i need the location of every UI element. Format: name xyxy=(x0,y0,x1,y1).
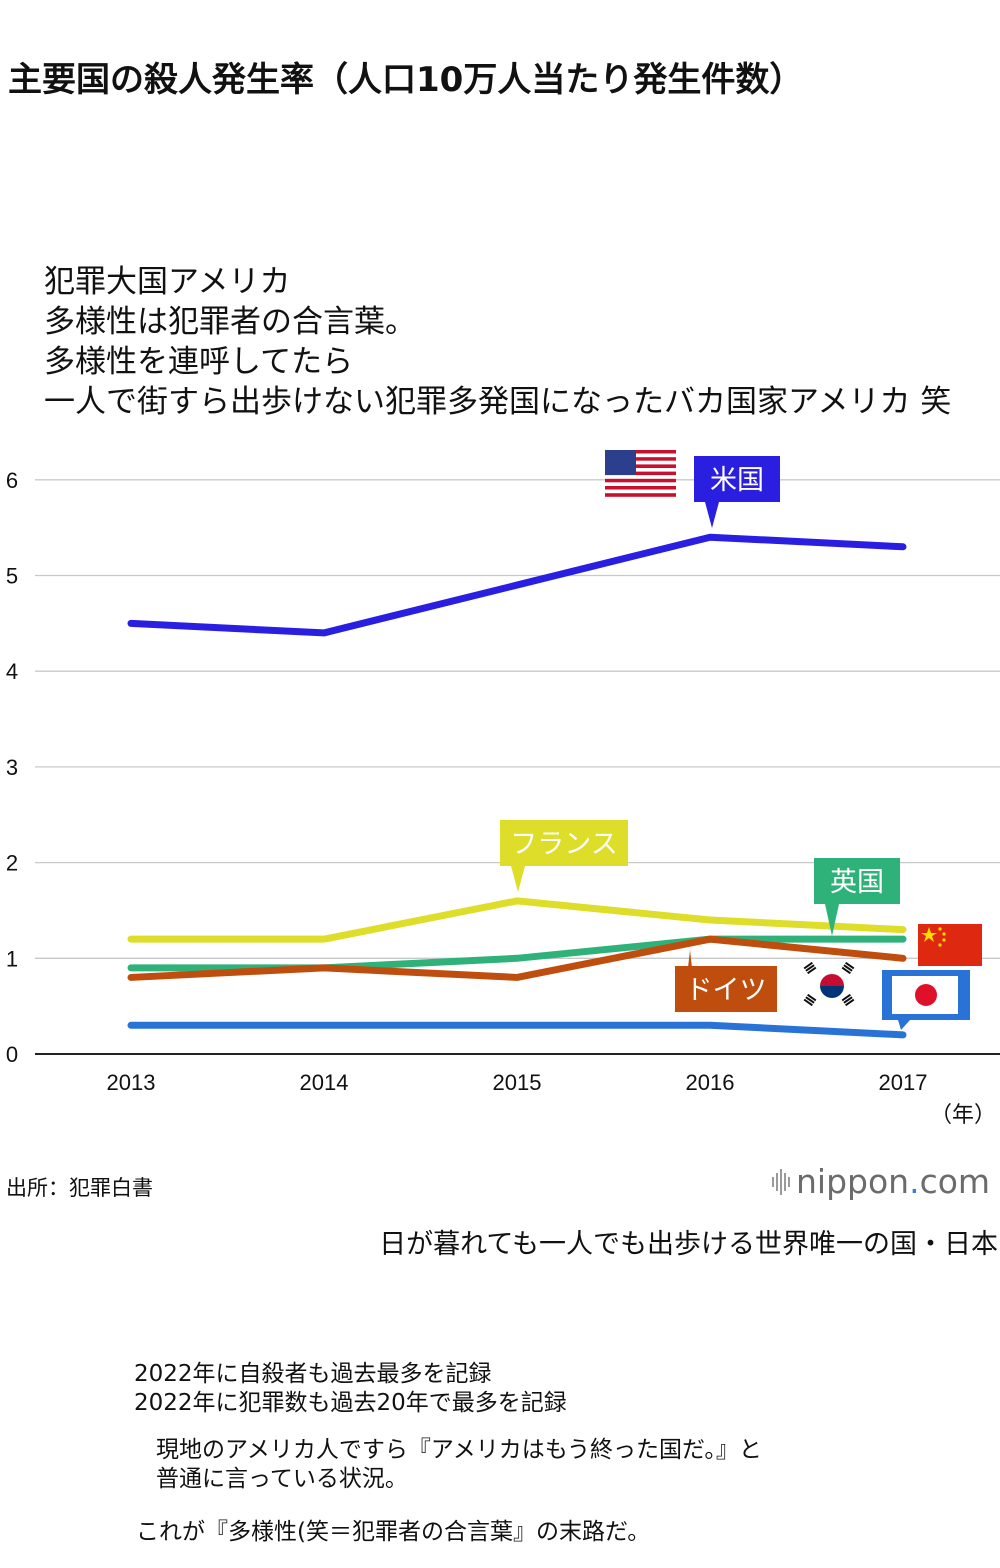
flag-stripe xyxy=(605,468,676,472)
record-note-line: 2022年に犯罪数も過去20年で最多を記録 xyxy=(134,1390,567,1416)
flag-stripe xyxy=(605,493,676,497)
y-tick-label: 4 xyxy=(6,659,18,684)
flag-stripe xyxy=(605,457,676,461)
trigram-bar xyxy=(807,993,817,1002)
caption-line: 多様性を連呼してたら xyxy=(44,344,354,380)
x-tick-label: 2013 xyxy=(107,1070,156,1095)
line-chart: 0 1 2 3 4 5 6 2013 2014 2015 2016 2017（年） 米国フランス英国… xyxy=(6,450,1000,1128)
quote-note-line: 現地のアメリカ人ですら『アメリカはもう終った国だ。』と xyxy=(156,1437,762,1463)
south-korea-flag-icon xyxy=(803,961,860,1007)
logo-main: nippon xyxy=(796,1162,910,1201)
japan-flag-icon xyxy=(882,970,970,1030)
flag-stripe xyxy=(605,482,676,486)
label-pointer xyxy=(683,950,697,1012)
label-pointer xyxy=(511,866,525,892)
trigram-bar xyxy=(807,966,817,975)
trigram-bar xyxy=(845,961,855,970)
y-tick-label: 6 xyxy=(6,468,18,493)
y-tick-label: 5 xyxy=(6,564,18,589)
usa-flag-icon xyxy=(605,450,676,497)
taegeuk-blue xyxy=(820,986,844,998)
flag-stripe xyxy=(605,471,676,476)
trigram-bar xyxy=(843,996,853,1004)
label-box xyxy=(694,456,780,502)
series-label: 米国 xyxy=(710,465,764,496)
flag-star xyxy=(938,943,942,947)
china-flag-icon xyxy=(918,924,982,966)
series-label: ドイツ xyxy=(686,975,767,1006)
flag-sun xyxy=(915,984,937,1006)
trigram-bar xyxy=(803,998,813,1007)
x-tick-label: 2016 xyxy=(686,1070,735,1095)
japan-label-pointer xyxy=(898,1020,910,1030)
series-line xyxy=(127,533,907,637)
flag-stripe xyxy=(605,450,676,454)
y-tick-label: 3 xyxy=(6,755,18,780)
flag-field xyxy=(918,924,982,966)
caption-line: 多様性は犯罪者の合言葉。 xyxy=(44,304,416,340)
quote-note-line: 普通に言っている状況。 xyxy=(156,1466,408,1492)
label-pointer xyxy=(825,904,839,936)
series-label: 英国 xyxy=(830,867,884,898)
caption-line: 犯罪大国アメリカ xyxy=(44,264,291,300)
label-box xyxy=(814,858,900,904)
x-tick-label: 2017 xyxy=(879,1070,928,1095)
flag-stripe xyxy=(605,489,676,494)
flag-stripe xyxy=(605,464,676,468)
flag-stripe xyxy=(605,478,676,483)
nippon-logo: nippon. com xyxy=(772,1162,990,1201)
caption-line: 一人で街すら出歩けない犯罪多発国になったバカ国家アメリカ 笑 xyxy=(44,384,952,420)
trigram-bar xyxy=(841,993,851,1002)
x-tick-label: 2015 xyxy=(493,1070,542,1095)
y-tick-label: 1 xyxy=(6,946,18,971)
series-label: フランス xyxy=(510,829,617,860)
trigram-bar xyxy=(845,998,855,1007)
flag-stripe xyxy=(605,475,676,479)
x-tick-label: 2014 xyxy=(300,1070,349,1095)
trigram-bar xyxy=(843,964,853,972)
record-note: 2022年に自殺者も過去最多を記録 2022年に犯罪数も過去20年で最多を記録 xyxy=(134,1360,567,1418)
label-box xyxy=(500,820,628,866)
series-line xyxy=(127,897,907,943)
japan-note: 日が暮れても一人でも出歩ける世界唯一の国・日本 xyxy=(379,1229,998,1260)
trigram xyxy=(803,993,817,1007)
flag-stripe xyxy=(605,460,676,465)
taegeuk-red xyxy=(820,974,844,986)
trigram-bar xyxy=(841,966,851,975)
conclusion-note: これが『多様性(笑＝犯罪者の合言葉』の末路だ。 xyxy=(136,1519,651,1545)
flag-canton xyxy=(605,450,636,475)
flag-stripe xyxy=(605,486,676,490)
caption-text: 犯罪大国アメリカ 多様性は犯罪者の合言葉。 多様性を連呼してたら 一人で街すら出… xyxy=(44,262,951,422)
x-axis-unit: （年） xyxy=(930,1103,996,1128)
germany-callout: ドイツ xyxy=(675,950,777,1012)
trigram xyxy=(841,961,855,975)
logo-dot: . xyxy=(909,1162,920,1201)
y-tick-label: 2 xyxy=(6,851,18,876)
record-note-line: 2022年に自殺者も過去最多を記録 xyxy=(134,1361,492,1387)
flag-star xyxy=(921,927,937,942)
flag-star xyxy=(942,938,946,942)
flag-star xyxy=(942,932,946,936)
trigram-bar xyxy=(803,961,813,970)
y-tick-label: 0 xyxy=(6,1042,18,1067)
label-pointer xyxy=(705,502,719,528)
flag-stripe xyxy=(605,453,676,458)
uk-callout: 英国 xyxy=(814,858,900,936)
american-quote-note: 現地のアメリカ人ですら『アメリカはもう終った国だ。』と 普通に言っている状況。 xyxy=(156,1436,762,1494)
series-line xyxy=(127,935,907,981)
trigram xyxy=(841,993,855,1007)
trigram-bar xyxy=(805,996,815,1004)
sound-bars-icon xyxy=(772,1168,790,1195)
flag-star xyxy=(938,927,942,931)
page-title: 主要国の殺人発生率（人口10万人当たり発生件数） xyxy=(8,60,804,100)
logo-suffix: com xyxy=(919,1162,991,1201)
trigram xyxy=(803,961,817,975)
series-line xyxy=(127,1021,907,1039)
source-note: 出所：犯罪白書 xyxy=(6,1176,153,1200)
france-callout: フランス xyxy=(500,820,628,892)
trigram-bar xyxy=(805,964,815,972)
usa-callout: 米国 xyxy=(694,456,780,528)
